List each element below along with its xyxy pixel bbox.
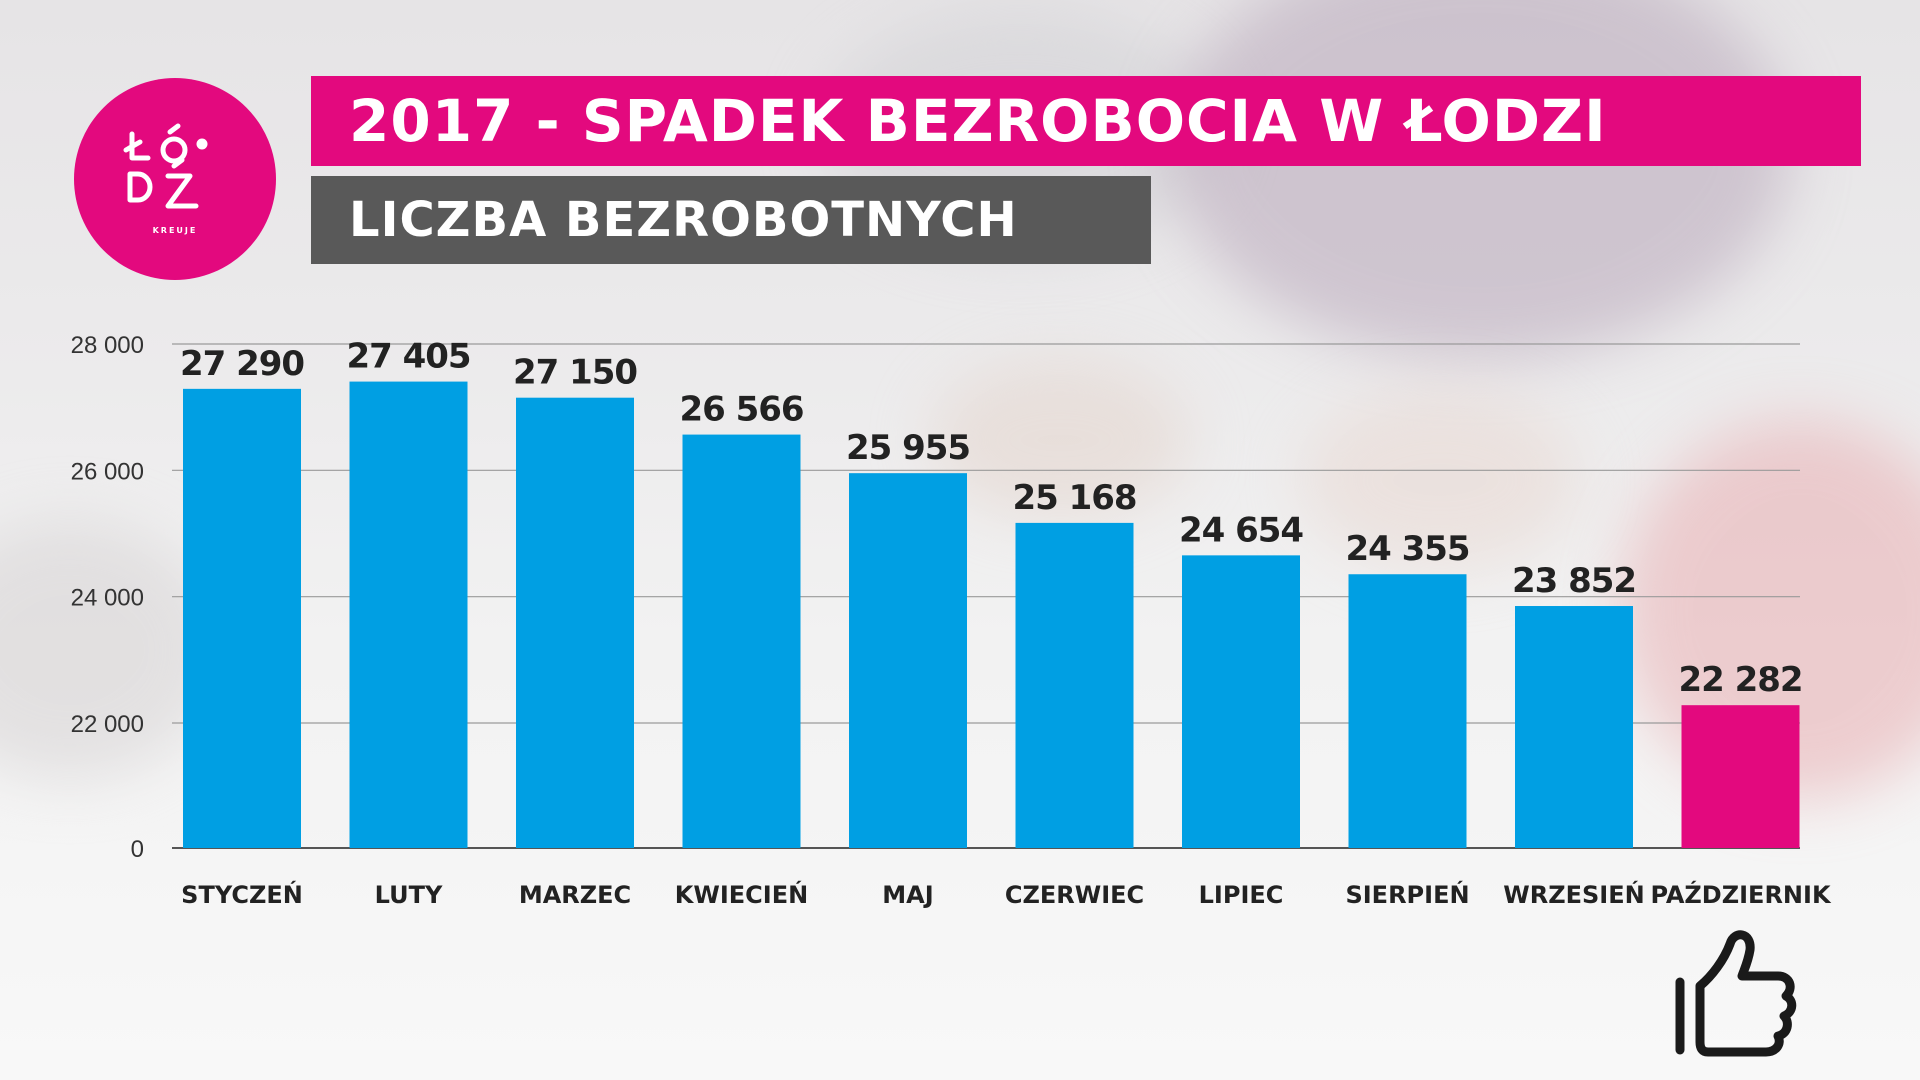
category-label: CZERWIEC (1005, 881, 1144, 909)
data-label: 27 150 (513, 353, 637, 393)
bar (1681, 705, 1800, 848)
data-label: 27 405 (346, 337, 470, 377)
y-tick-label: 24 000 (71, 585, 144, 612)
data-label: 22 282 (1678, 660, 1802, 700)
y-tick-label: 26 000 (71, 458, 144, 485)
category-label: MAJ (882, 881, 933, 909)
photo-background-shape (1300, 390, 1580, 570)
category-label: STYCZEŃ (181, 880, 303, 909)
data-label: 25 168 (1012, 478, 1136, 518)
page-title: 2017 - SPADEK BEZROBOCIA W ŁODZI (349, 87, 1607, 155)
lodz-logo: KREUJE (74, 78, 276, 280)
labels: 0 22 000 24 000 26 000 28 000 27 290 STYCZEŃ 27… (71, 332, 1832, 909)
data-label: 26 566 (679, 390, 803, 430)
data-label: 23 852 (1512, 561, 1636, 601)
bar (1348, 574, 1467, 848)
bar (516, 397, 634, 848)
bar (849, 473, 967, 848)
category-label: KWIECIEŃ (675, 880, 808, 909)
bar (183, 388, 301, 848)
thumbs-up-icon (1675, 930, 1797, 1057)
y-tick-label: 0 (131, 836, 144, 863)
bar (682, 434, 801, 848)
photo-background-shape (1170, 0, 1790, 360)
data-label: 27 290 (180, 344, 304, 384)
lodz-logo-mark (123, 123, 208, 209)
y-tick-label: 22 000 (71, 711, 144, 738)
category-label: PAŹDZIERNIK (1650, 880, 1832, 909)
subtitle-banner: LICZBA BEZROBOTNYCH (311, 176, 1151, 264)
category-label: WRZESIEŃ (1503, 880, 1644, 909)
bar (1182, 555, 1300, 848)
category-label: MARZEC (519, 881, 631, 909)
category-label: LUTY (375, 881, 443, 909)
data-label: 24 654 (1179, 510, 1303, 550)
logo-tagline: KREUJE (152, 226, 198, 235)
photo-background-shape (930, 360, 1190, 520)
data-label: 25 955 (846, 428, 970, 468)
y-tick-label: 28 000 (71, 332, 144, 359)
chart-subtitle: LICZBA BEZROBOTNYCH (349, 192, 1018, 248)
category-label: LIPIEC (1199, 881, 1284, 909)
data-label: 24 355 (1345, 529, 1469, 569)
bars (183, 381, 1800, 848)
bar (349, 381, 468, 848)
title-banner: 2017 - SPADEK BEZROBOCIA W ŁODZI (311, 76, 1861, 166)
bar (1015, 522, 1134, 848)
bar (1515, 606, 1633, 848)
category-label: SIERPIEŃ (1345, 880, 1469, 909)
